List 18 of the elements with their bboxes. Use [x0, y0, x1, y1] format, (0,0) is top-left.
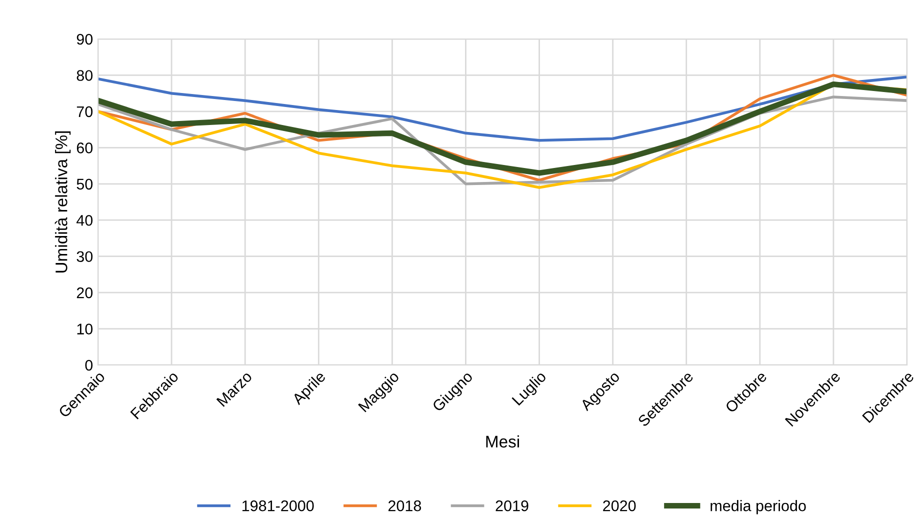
legend-label: 1981-2000 — [242, 500, 314, 512]
legend-label: 2020 — [603, 500, 636, 512]
y-tick-label: 80 — [76, 70, 93, 81]
y-tick-label: 60 — [76, 142, 93, 154]
y-tick-label: 0 — [85, 360, 93, 371]
y-tick-label: 40 — [76, 214, 93, 226]
legend-label: 2018 — [388, 500, 422, 512]
y-tick-label: 90 — [76, 34, 93, 45]
y-tick-label: 30 — [76, 251, 93, 262]
y-tick-label: 10 — [77, 324, 93, 334]
line-series — [98, 76, 907, 142]
y-axis-title: Umidità relativa [%] — [54, 131, 71, 272]
legend-label: media periodo — [710, 500, 806, 514]
y-tick-label: 20 — [76, 287, 93, 298]
legend-label: 2019 — [496, 500, 528, 512]
y-tick-label: 70 — [76, 106, 93, 118]
y-tick-label: 50 — [76, 178, 93, 190]
x-axis-title: Mesi — [486, 435, 519, 448]
